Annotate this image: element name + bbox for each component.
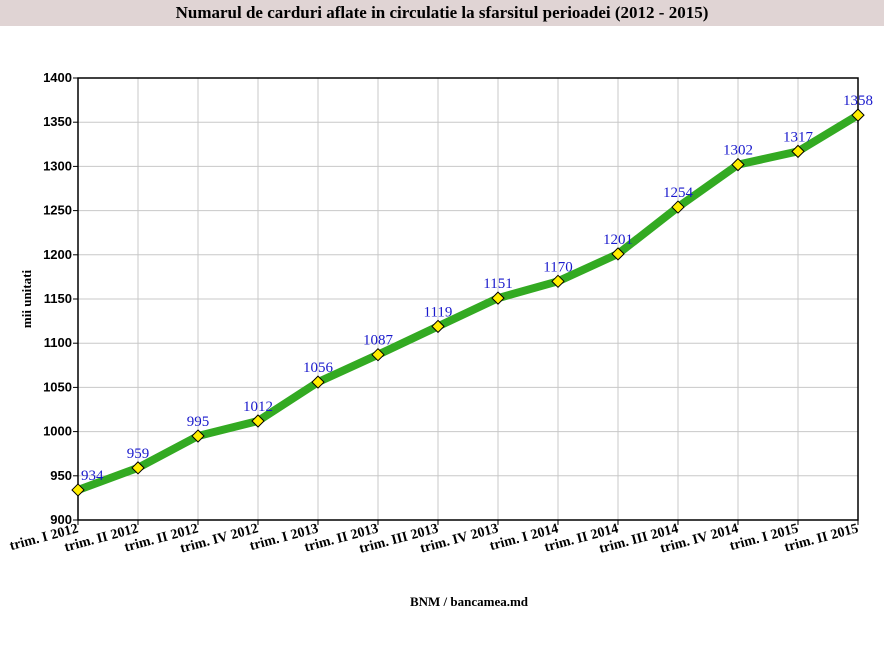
data-label: 1151 — [483, 276, 512, 292]
data-label: 1358 — [843, 93, 873, 109]
data-label: 1012 — [243, 399, 273, 415]
y-tick-label: 1150 — [44, 291, 72, 306]
data-point-marker — [311, 375, 325, 389]
data-label: 934 — [81, 468, 104, 484]
data-label: 1056 — [303, 360, 334, 376]
data-point-marker — [371, 347, 385, 362]
y-tick-label: 1400 — [43, 70, 72, 85]
data-point-marker — [731, 157, 745, 172]
data-labels: 934 959 995 1012 1056 1087 1119 1151 1170 1201 125… — [81, 93, 873, 484]
data-label: 1254 — [663, 185, 694, 201]
y-tick-label: 950 — [50, 468, 72, 483]
data-point-marker — [671, 200, 685, 214]
y-tick-label: 1000 — [43, 424, 72, 439]
y-tick-label: 1050 — [43, 379, 72, 394]
data-point-marker — [251, 414, 265, 428]
data-label: 1201 — [603, 232, 633, 248]
data-label: 959 — [127, 446, 150, 462]
data-point-marker — [191, 429, 205, 443]
data-point-marker — [131, 461, 145, 475]
chart-title: Numarul de carduri aflate in circulatie … — [0, 0, 884, 26]
data-point-marker — [431, 319, 445, 334]
data-label: 1170 — [543, 259, 572, 275]
y-tick-label: 900 — [50, 512, 72, 527]
data-point-marker — [611, 247, 625, 261]
data-point-marker — [551, 274, 565, 289]
y-tick-label: 1250 — [43, 203, 72, 218]
y-axis-ticks: 900 950 1000 1050 1100 1150 1200 1250 1300 1350 14… — [43, 70, 78, 527]
y-tick-label: 1300 — [43, 158, 72, 173]
source-label: BNM / bancamea.md — [410, 594, 529, 609]
data-point-marker — [851, 108, 865, 122]
data-label: 1317 — [783, 129, 814, 145]
data-label: 1087 — [363, 333, 394, 349]
data-point-marker — [791, 144, 805, 159]
data-label: 1119 — [424, 304, 453, 320]
data-label: 995 — [187, 414, 210, 430]
data-label: 1302 — [723, 143, 753, 159]
series-line — [74, 111, 862, 494]
markers — [71, 108, 865, 497]
y-tick-label: 1350 — [43, 114, 72, 129]
series — [74, 111, 862, 494]
y-axis-label: mii unitati — [19, 270, 34, 329]
y-tick-label: 1200 — [43, 247, 72, 262]
data-point-marker — [71, 483, 85, 497]
y-tick-label: 1100 — [44, 335, 72, 350]
data-point-marker — [491, 291, 505, 305]
